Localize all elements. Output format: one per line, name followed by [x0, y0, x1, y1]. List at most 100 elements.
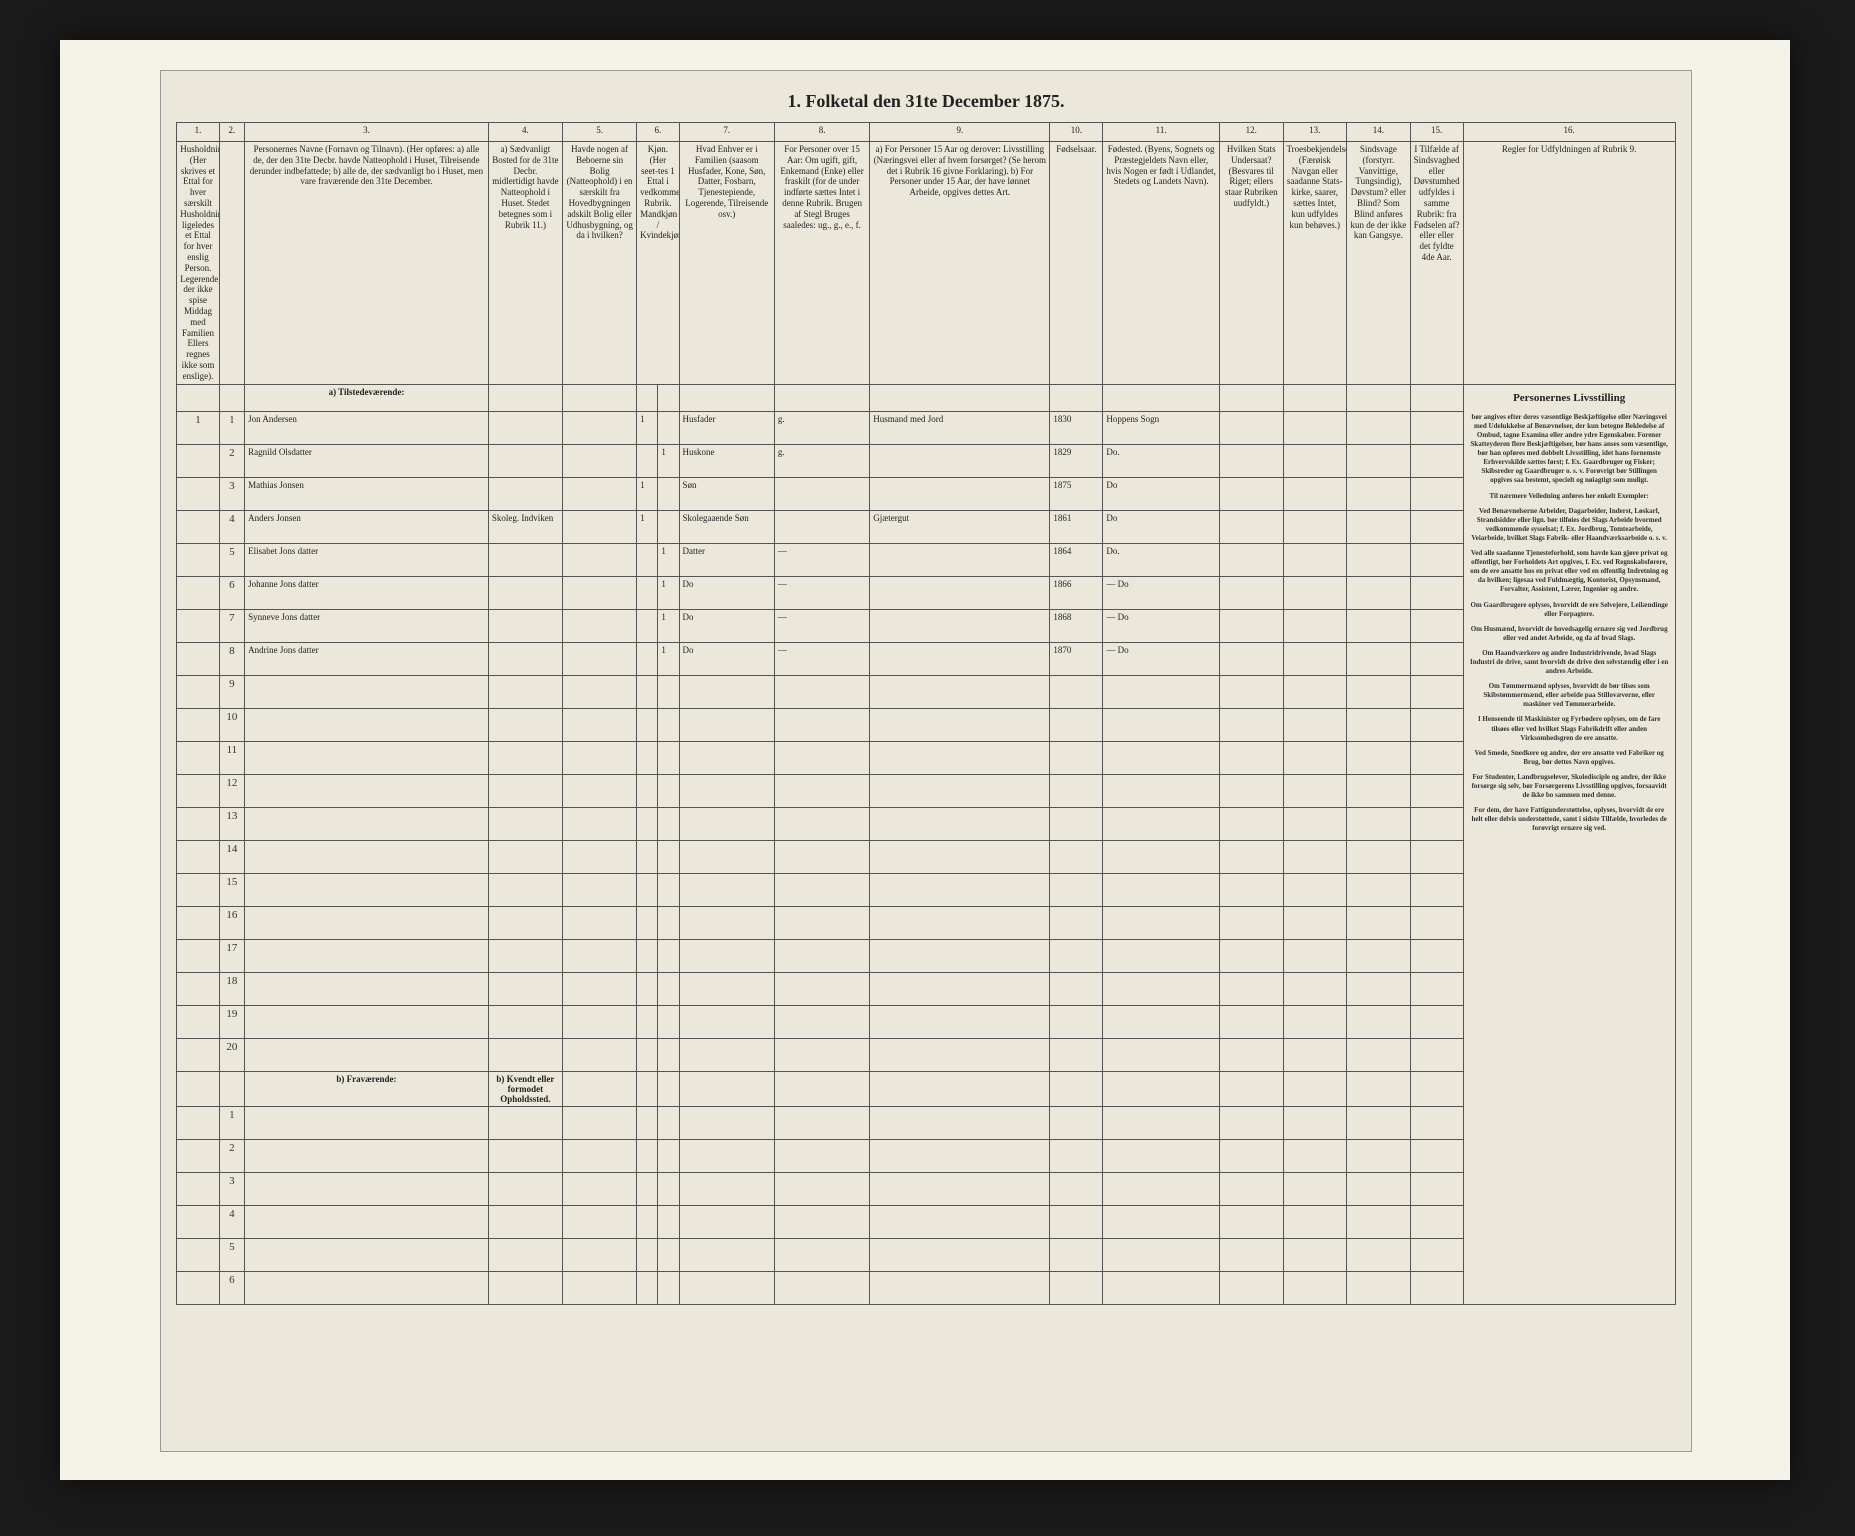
cell: 11 — [219, 741, 244, 774]
cell — [245, 873, 489, 906]
cell — [679, 1038, 774, 1071]
cell — [177, 444, 219, 477]
cell — [658, 1172, 679, 1205]
cell — [679, 675, 774, 708]
cell — [177, 1271, 219, 1304]
cell — [1050, 1005, 1103, 1038]
cell: Johanne Jons datter — [245, 576, 489, 609]
cell — [1050, 972, 1103, 1005]
cell — [1410, 411, 1463, 444]
person-row: 8Andrine Jons datter1Do—1870— Do — [177, 642, 1675, 675]
cell: Husmand med Jord — [870, 411, 1050, 444]
cell — [637, 807, 658, 840]
cell — [1050, 840, 1103, 873]
cell: — Do — [1103, 576, 1220, 609]
cell — [870, 774, 1050, 807]
cell — [1050, 1071, 1103, 1106]
cell — [245, 840, 489, 873]
cell — [562, 708, 636, 741]
cell — [1219, 1106, 1283, 1139]
cell — [1347, 1205, 1411, 1238]
cell — [245, 1205, 489, 1238]
cell — [637, 576, 658, 609]
cell — [488, 774, 562, 807]
cell — [562, 939, 636, 972]
cell — [562, 807, 636, 840]
cell: 1 — [219, 1106, 244, 1139]
column-number: 11. — [1103, 123, 1220, 142]
cell — [1410, 477, 1463, 510]
person-row: 11Jon Andersen1Husfaderg.Husmand med Jor… — [177, 411, 1675, 444]
cell — [679, 1106, 774, 1139]
cell — [562, 675, 636, 708]
empty-row-b: 4 — [177, 1205, 1675, 1238]
cell — [658, 384, 679, 411]
cell — [177, 1038, 219, 1071]
person-row: 3Mathias Jonsen1Søn1875Do — [177, 477, 1675, 510]
cell — [1347, 1005, 1411, 1038]
cell — [1219, 675, 1283, 708]
cell — [1050, 741, 1103, 774]
cell — [1103, 774, 1220, 807]
cell: 19 — [219, 1005, 244, 1038]
cell — [1103, 1172, 1220, 1205]
cell — [1219, 1172, 1283, 1205]
cell: 12 — [219, 774, 244, 807]
cell — [658, 510, 679, 543]
cell — [658, 807, 679, 840]
cell — [488, 939, 562, 972]
cell — [1347, 972, 1411, 1005]
cell — [637, 543, 658, 576]
cell — [488, 411, 562, 444]
cell — [562, 543, 636, 576]
cell — [870, 642, 1050, 675]
cell — [1050, 1172, 1103, 1205]
cell: Do — [679, 609, 774, 642]
header-cell: Regler for Udfyldningen af Rubrik 9. — [1463, 142, 1675, 385]
cell — [870, 807, 1050, 840]
cell — [1050, 807, 1103, 840]
header-cell: Sindsvage (forstyrr. Vanvittige, Tungsin… — [1347, 142, 1411, 385]
cell — [637, 642, 658, 675]
cell — [488, 906, 562, 939]
empty-row-b: 1 — [177, 1106, 1675, 1139]
cell — [774, 1139, 869, 1172]
header-cell — [219, 142, 244, 385]
cell — [1103, 906, 1220, 939]
cell: Elisabet Jons datter — [245, 543, 489, 576]
cell — [1050, 774, 1103, 807]
cell — [488, 807, 562, 840]
page-title: 1. Folketal den 31te December 1875. — [161, 71, 1691, 122]
cell: Gjætergut — [870, 510, 1050, 543]
cell: — — [774, 543, 869, 576]
cell: a) Tilstedeværende: — [245, 384, 489, 411]
cell — [1219, 1238, 1283, 1271]
cell — [658, 1038, 679, 1071]
cell — [658, 972, 679, 1005]
cell — [1050, 1205, 1103, 1238]
cell — [774, 741, 869, 774]
cell — [1283, 1139, 1347, 1172]
cell — [637, 444, 658, 477]
cell — [488, 972, 562, 1005]
cell — [1219, 939, 1283, 972]
cell — [177, 840, 219, 873]
cell: 1 — [637, 510, 658, 543]
cell — [870, 1271, 1050, 1304]
cell: — — [774, 576, 869, 609]
cell: Datter — [679, 543, 774, 576]
cell — [1050, 1038, 1103, 1071]
empty-row-b: 5 — [177, 1238, 1675, 1271]
cell: 1861 — [1050, 510, 1103, 543]
cell — [774, 1172, 869, 1205]
header-cell: Hvilken Stats Undersaat? (Besvares til R… — [1219, 142, 1283, 385]
cell: 7 — [219, 609, 244, 642]
cell — [245, 1172, 489, 1205]
cell — [177, 1106, 219, 1139]
cell — [870, 543, 1050, 576]
cell — [1103, 1106, 1220, 1139]
cell — [679, 873, 774, 906]
cell — [1050, 939, 1103, 972]
cell — [1103, 1271, 1220, 1304]
scan-frame: 1. Folketal den 31te December 1875. 1.2.… — [60, 40, 1790, 1480]
